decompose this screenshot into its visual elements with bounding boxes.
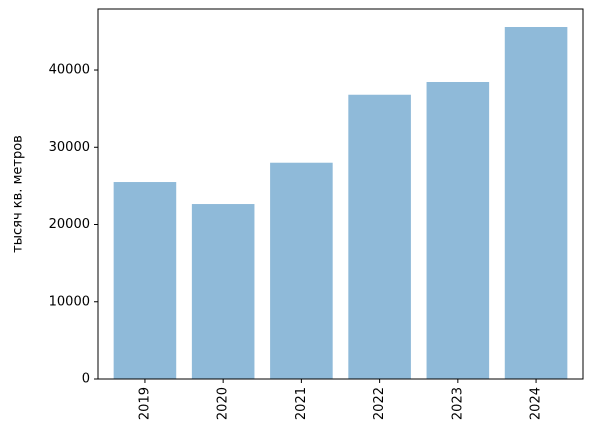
y-axis-label: тысяч кв. метров bbox=[11, 135, 26, 253]
plot-frame bbox=[97, 8, 584, 380]
x-tick-label: 2022 bbox=[372, 387, 387, 420]
x-tick-label: 2020 bbox=[216, 387, 231, 420]
y-tick-label: 30000 bbox=[49, 140, 90, 155]
bar bbox=[113, 182, 177, 379]
y-tick-label: 0 bbox=[82, 372, 90, 387]
bar bbox=[504, 26, 568, 379]
y-tick-label: 40000 bbox=[49, 63, 90, 78]
x-tick-label: 2023 bbox=[450, 387, 465, 420]
bar bbox=[191, 204, 255, 379]
y-tick-label: 10000 bbox=[49, 294, 90, 309]
bar bbox=[426, 81, 490, 380]
y-tick-label: 20000 bbox=[49, 217, 90, 232]
x-tick-label: 2024 bbox=[529, 387, 544, 420]
x-tick-label: 2021 bbox=[294, 387, 309, 420]
bar bbox=[270, 162, 333, 379]
x-tick-label: 2019 bbox=[137, 387, 152, 420]
bar bbox=[348, 94, 411, 380]
